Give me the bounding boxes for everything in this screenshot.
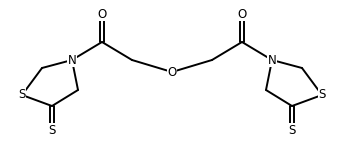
Text: N: N <box>68 54 76 67</box>
Text: O: O <box>237 7 247 20</box>
Text: O: O <box>168 66 176 78</box>
Text: O: O <box>97 7 107 20</box>
Text: S: S <box>18 89 26 102</box>
Text: S: S <box>318 89 326 102</box>
Text: S: S <box>48 124 56 137</box>
Text: S: S <box>288 124 296 137</box>
Text: N: N <box>268 54 276 67</box>
